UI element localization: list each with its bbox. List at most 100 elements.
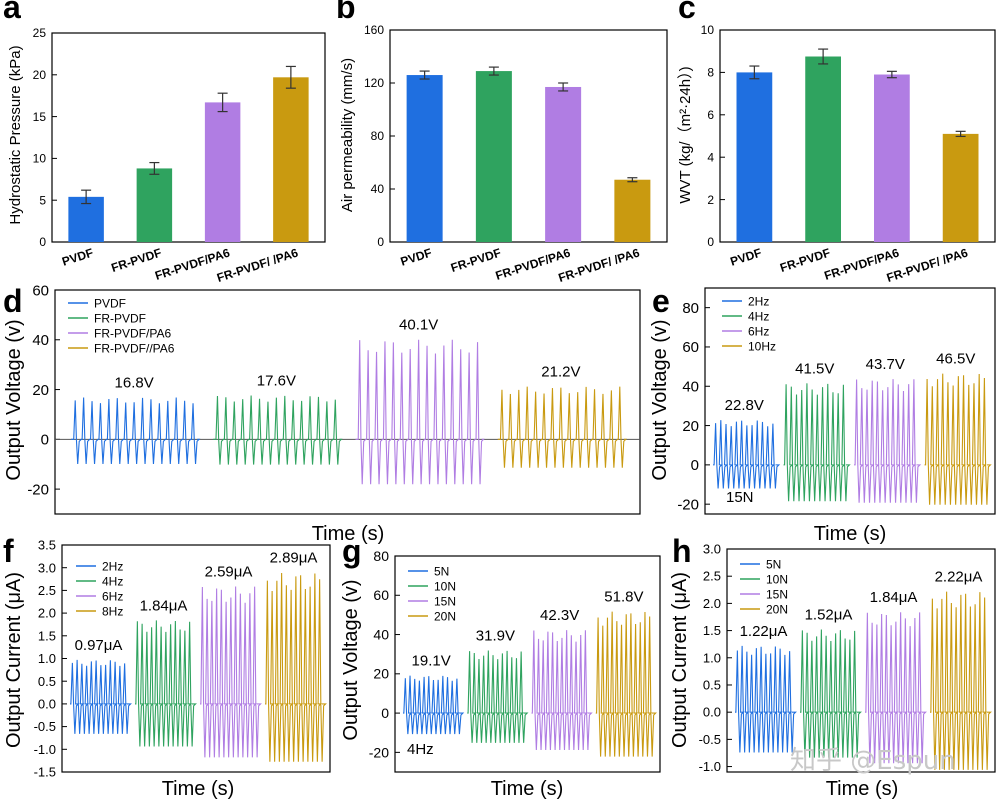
legend-label: PVDF <box>94 297 126 311</box>
y-tick-label: 20 <box>32 382 49 399</box>
x-axis-label: Time (s) <box>162 778 235 800</box>
x-axis-label: Time (s) <box>826 778 899 800</box>
panel-letter-e: e <box>652 283 670 319</box>
legend-label: 5N <box>766 558 781 572</box>
y-tick-label: -0.5 <box>699 732 721 747</box>
y-axis-label: Output Current (μA) <box>3 572 25 748</box>
y-axis-label: Output Voltage (v) <box>3 319 25 480</box>
peak-label: 31.9V <box>476 627 515 644</box>
peak-label: 1.52μA <box>805 606 853 623</box>
peak-label: 40.1V <box>399 317 438 334</box>
y-tick-label: 20 <box>682 418 699 435</box>
y-tick-label: 0 <box>41 432 49 449</box>
panel-letter-d: d <box>3 283 23 319</box>
peak-label: 43.7V <box>866 356 905 373</box>
peak-label: 19.1V <box>412 653 451 670</box>
legend-label: 6Hz <box>102 590 123 604</box>
y-tick-label: 0.0 <box>703 705 721 720</box>
legend-label: 10Hz <box>748 340 776 354</box>
bar-fr-pvdf <box>805 56 841 242</box>
panel-letter-a: a <box>3 0 21 25</box>
y-tick-label: 60 <box>373 587 389 603</box>
y-tick-label: 2.0 <box>38 606 56 621</box>
y-tick-label: 0.5 <box>38 674 56 689</box>
annotation: 15N <box>726 489 754 506</box>
y-tick-label: 1.0 <box>38 651 56 666</box>
y-tick-label: 20 <box>373 666 389 682</box>
y-tick-label: 2.0 <box>703 596 721 611</box>
y-tick-label: 20 <box>33 68 47 82</box>
x-axis-label: Time (s) <box>814 523 887 545</box>
y-tick-label: -20 <box>369 744 389 760</box>
y-tick-label: -20 <box>677 496 699 513</box>
panel-g-frame <box>394 555 661 773</box>
signal-6hz <box>200 586 262 758</box>
y-tick-label: 40 <box>682 379 699 396</box>
y-tick-label: 0.0 <box>38 696 56 711</box>
y-tick-label: 60 <box>682 339 699 356</box>
y-tick-label: 60 <box>32 282 49 299</box>
legend-label: 10N <box>434 580 456 594</box>
y-tick-label: 3.0 <box>38 560 56 575</box>
peak-label: 0.97μA <box>75 637 123 654</box>
panel-letter-c: c <box>678 0 696 25</box>
bar-pvdf <box>406 75 443 242</box>
y-tick-label: 80 <box>682 300 699 317</box>
peak-label: 16.8V <box>115 375 154 392</box>
legend-label: 20N <box>766 603 788 617</box>
y-tick-label: -1.0 <box>34 742 56 757</box>
signal-4hz <box>135 620 197 747</box>
legend-label: 15N <box>434 595 456 609</box>
y-axis-label: WVT (kg/（m²·24h）) <box>677 66 694 203</box>
y-tick-label: 0 <box>707 235 714 249</box>
y-tick-label: 80 <box>371 129 385 143</box>
y-tick-label: 40 <box>373 626 389 642</box>
legend-label: 2Hz <box>102 560 123 574</box>
panel-e-frame <box>704 287 996 515</box>
y-axis-label: Output Voltage (v) <box>649 319 671 480</box>
y-tick-label: 0 <box>381 705 389 721</box>
bar-pvdf <box>68 196 104 242</box>
bar-fr-pvdf <box>136 168 173 242</box>
legend-label: 5N <box>434 565 449 579</box>
y-axis-label: Output Voltage (v) <box>340 579 362 740</box>
legend-label: 20N <box>434 610 456 624</box>
bar-fr-pvdf-pa6 <box>204 102 241 242</box>
bar-fr-pvdf-pa6 <box>874 74 910 243</box>
y-tick-label: 1.5 <box>703 623 721 638</box>
y-tick-label: 6 <box>707 108 714 122</box>
y-tick-label: 40 <box>32 332 49 349</box>
signal-6hz <box>854 379 922 503</box>
signal-15n <box>865 612 927 764</box>
panel-letter-b: b <box>336 0 356 25</box>
signal-2hz <box>70 659 132 734</box>
y-tick-label: 80 <box>373 548 389 564</box>
signal-fr-pvdf <box>213 395 343 465</box>
peak-label: 51.8V <box>604 588 643 605</box>
legend-label: FR-PVDF <box>94 312 146 326</box>
peak-label: 1.84μA <box>870 589 918 606</box>
y-tick-label: 0 <box>691 457 699 474</box>
x-axis-label: Time (s) <box>312 523 385 545</box>
signal-fr-pvdf-pa6 <box>355 339 485 485</box>
legend-label: 10N <box>766 573 788 587</box>
y-tick-label: 160 <box>364 23 384 37</box>
y-axis-label: Air permeability (mm/s) <box>339 58 356 212</box>
y-tick-label: 3.5 <box>38 538 56 553</box>
peak-label: 1.22μA <box>740 623 788 640</box>
peak-label: 2.22μA <box>935 568 983 585</box>
panel-d-frame <box>54 289 641 515</box>
y-tick-label: 25 <box>33 26 47 40</box>
signal-8hz <box>265 572 327 762</box>
annotation: 4Hz <box>407 741 434 758</box>
y-tick-label: 5 <box>39 193 46 207</box>
signal-15n <box>531 630 593 751</box>
legend-label: 4Hz <box>748 310 769 324</box>
legend-label: 8Hz <box>102 605 123 619</box>
bar-fr-pvdf-pa6 <box>273 77 309 242</box>
panel-letter-g: g <box>342 533 362 569</box>
y-tick-label: 3.0 <box>703 542 721 557</box>
x-tick-label: PVDF <box>729 246 764 269</box>
legend-label: FR-PVDF//PA6 <box>94 342 175 356</box>
